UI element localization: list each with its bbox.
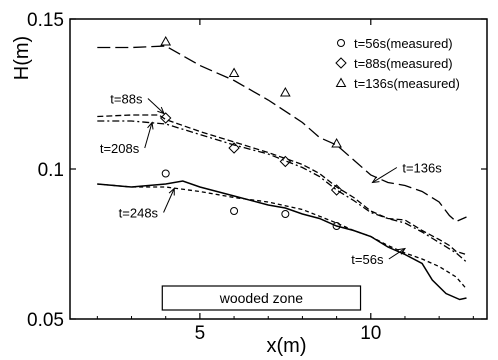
x-axis-label: x(m) [267,335,307,357]
marker-t-56s-measured [161,169,170,178]
legend-label-t-136s-measured: t=136s(measured) [354,76,460,91]
series-layer [97,45,467,301]
annotation-arrowhead-t-208s [147,121,154,130]
annotation-arrow-t-208s [144,122,153,149]
legend-label-t-56s-measured: t=56s(measured) [354,36,453,51]
legend-marker-t-88s-measured [335,57,347,69]
annotation-t-56s: t=56s [351,252,384,267]
legend: t=56s(measured) t=88s(measured) t=136s(mea… [335,36,460,91]
legend-marker-t-136s-measured [335,77,347,87]
marker-t-88s-measured [228,142,240,154]
x-tick-label: 10 [360,323,381,344]
y-tick-label: 0.15 [27,10,64,31]
annotation-t-208s: t=208s [100,141,140,156]
series-line-t-208s [97,120,467,263]
y-tick-label: 0.05 [27,310,64,331]
marker-t-88s-measured [159,112,172,124]
annotation-arrow-t-136s [372,167,398,183]
annotation-t-136s: t=136s [402,161,442,176]
marker-t-56s-measured [281,210,290,218]
legend-label-t-88s-measured: t=88s(measured) [354,56,453,71]
series-line-t-248s [97,183,467,290]
annotation-arrowhead-t-248s [168,187,175,196]
annotation-t-88s: t=88s [110,92,143,107]
marker-t-136s-measured [160,35,172,46]
marker-layer [159,35,343,230]
axis-layer: 5 10 0.05 0.1 0.15 [27,10,487,344]
annotation-t-248s: t=248s [119,206,159,221]
marker-t-88s-measured [279,155,292,168]
annotation-arrowhead-t-56s [397,247,406,255]
series-line-t-56s [97,180,467,301]
wooded-zone-region: wooded zone [161,285,362,311]
marker-t-56s-measured [230,207,239,215]
marker-t-88s-measured [330,184,343,196]
annotation-arrow-t-248s [163,188,175,213]
marker-t-136s-measured [228,67,240,77]
wooded-zone-box [161,285,362,311]
marker-t-56s-measured [332,222,341,230]
annotation-layer: t=88s t=208s t=248s t=136s t=56s [100,92,442,268]
y-tick-label: 0.1 [38,160,64,181]
marker-t-136s-measured [331,137,342,148]
annotation-arrow-t-56s [388,248,406,260]
series-line-t-88s [97,114,467,256]
series-line-t-136s [97,45,467,223]
annotation-arrowhead-t-88s [157,106,165,115]
marker-t-136s-measured [279,86,291,97]
annotation-arrow-t-88s [147,98,165,114]
wooded-zone-label: wooded zone [219,290,304,306]
x-tick-label: 5 [195,323,206,344]
legend-marker-t-56s-measured [337,39,345,47]
annotation-arrowhead-t-136s [371,176,380,184]
y-axis-label: H(m) [11,36,33,80]
